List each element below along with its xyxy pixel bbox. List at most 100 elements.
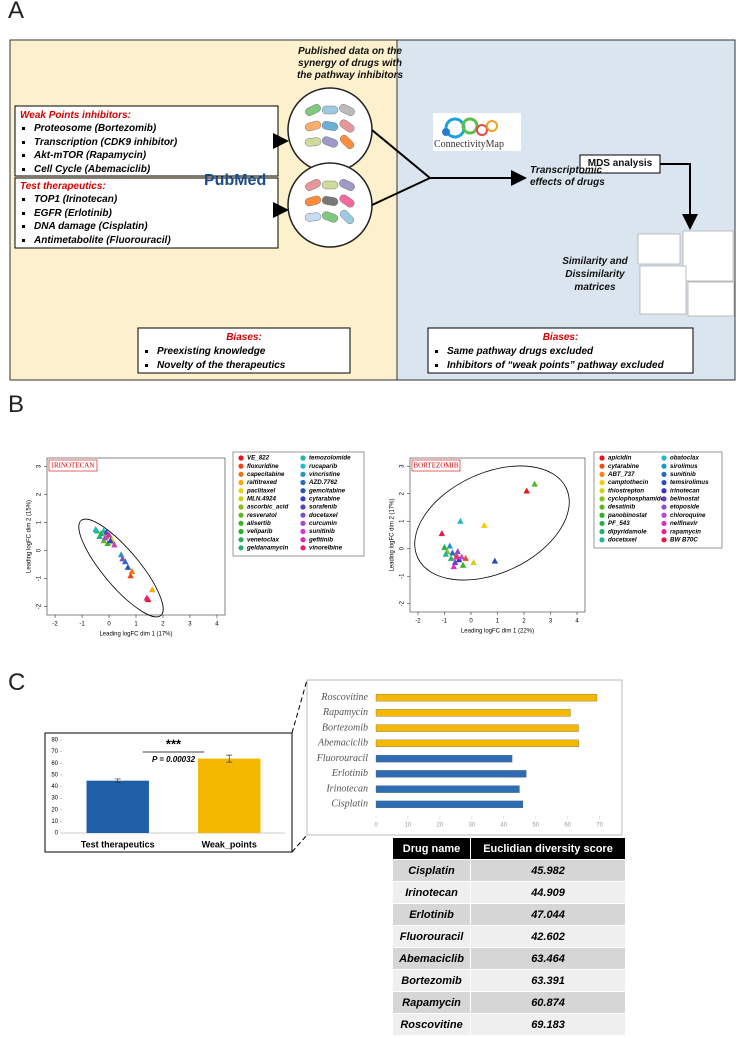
legend-label: ascorbic_acid [247,504,288,511]
legend-label: temsirolimus [670,479,709,486]
x-tick-label: 3 [188,622,192,628]
legend-label: ABT_737 [607,471,635,478]
biases-box [137,327,351,374]
pill [321,196,339,206]
y-tick-label: 0 [400,546,406,550]
bar [198,758,261,833]
y-tick-label: Rapamycin [322,707,368,718]
biases-title: Biases: [542,332,579,343]
legend-swatch [599,496,605,502]
legend-swatch [300,455,306,461]
legend-label: cytarabine [608,463,640,470]
point [447,554,455,561]
pill [304,120,322,132]
pill [304,195,322,207]
point [458,553,465,560]
legend-swatch [661,504,667,510]
point [470,559,477,565]
point [128,568,136,575]
panel-label: B [8,391,25,418]
legend-label: venetoclax [247,536,280,543]
connector [371,129,431,206]
legend-label: sirolimus [670,463,698,470]
list-item: Cell Cycle (Abemaciclib) [34,163,177,177]
x-tick-label: -2 [415,619,421,625]
legend-swatch [599,512,605,518]
pills [304,104,355,225]
pill [339,194,355,208]
legend-label: camptothecin [608,479,648,486]
x-tick-label: 30 [468,823,475,829]
y-tick-label: Cisplatin [331,799,368,810]
legend-label: cytarabine [309,495,341,502]
legend-swatch [238,488,244,494]
list-item: Inhibitors of “weak points” pathway excl… [447,359,664,373]
panel-label: A [8,0,25,24]
x-tick-label: 1 [496,619,500,625]
point [111,541,118,548]
legend-swatch [661,479,667,486]
point [531,480,538,487]
list-item: Same pathway drugs excluded [447,345,664,359]
y-tick-label: 50 [51,772,58,778]
legend-swatch [238,520,244,526]
chart-title: BORTEZOMIB [413,462,458,470]
y-tick-label: Roscovitine [320,692,368,703]
legend-swatch [661,471,667,477]
pill [339,119,355,133]
table-cell: Bortezomib [391,969,472,992]
chart-title: IRINOTECAN [52,462,95,470]
x-axis-label: Leading logFC dim 1 (17%) [99,632,172,638]
title-box [48,459,98,472]
legend-swatch [300,463,306,469]
table-cell: 42.602 [470,925,626,948]
test-title: Test therapeutics: [20,181,106,192]
y-tick-label: -1 [37,575,43,581]
legend-swatch [599,471,605,477]
legend-label: geldanamycin [246,544,288,551]
test-list: TOP1 (Irinotecan)EGFR (Erlotinib)DNA dam… [20,193,171,247]
pubmed-logo: PubMed [204,172,267,189]
test-box [14,177,279,249]
legend-label: sorafenib [309,504,337,511]
legend-label: thiostrepton [608,487,644,494]
legend-label: rucaparib [309,463,337,470]
table-row: Erlotinib 47.044 [391,903,626,926]
legend-label: sunitinib [670,471,696,478]
y-tick-label: 10 [51,819,58,825]
legend-label: BW B70C [670,536,698,543]
point [103,528,110,535]
point [454,548,461,554]
error-bar [114,778,121,783]
point [96,533,103,539]
pill [304,212,322,222]
point [92,525,99,532]
list-item: Preexisting knowledge [157,345,285,359]
bar [375,785,520,793]
point [523,487,530,494]
biases-list: Preexisting knowledgeNovelty of the ther… [143,345,285,372]
point [127,572,134,579]
x-tick-label: 10 [405,823,412,829]
pill [339,134,355,150]
x-tick-label: 0 [469,619,473,625]
bar [375,800,524,809]
point [451,559,459,565]
point [117,551,125,558]
legend-label: temozolomide [309,455,351,462]
legend-label: floxuridine [247,463,279,470]
x-tick-label: 70 [596,823,603,829]
point [105,531,113,538]
legend-label: VE_822 [247,455,270,462]
legend-label: capecitabine [247,471,285,478]
cluster-ellipse [78,518,164,618]
table-cell: 45.982 [470,859,626,882]
list-item: TOP1 (Irinotecan) [34,193,171,207]
legend-swatch [599,455,605,461]
panel-label: C [8,669,26,696]
x-tick-label: 4 [215,622,219,628]
legend-label: curcumin [309,520,337,527]
table-cell: Abemaciclib [391,947,472,970]
table-cell: Cisplatin [391,859,472,882]
